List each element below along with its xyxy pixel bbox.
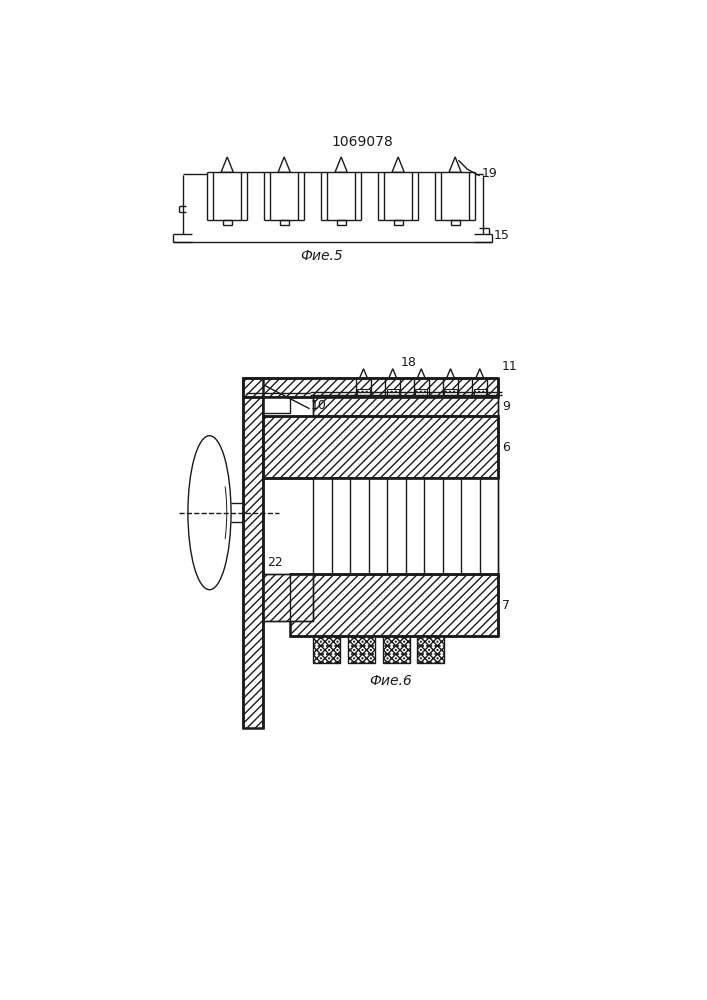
Bar: [394, 220, 403, 225]
Text: 19: 19: [481, 167, 497, 180]
Bar: [291, 574, 498, 636]
Bar: [243, 378, 264, 728]
Text: 15: 15: [493, 229, 510, 242]
Text: 11: 11: [502, 360, 518, 373]
Bar: [348, 636, 375, 663]
Bar: [417, 636, 444, 663]
Bar: [348, 636, 375, 663]
Text: 7: 7: [502, 599, 510, 612]
Bar: [223, 220, 232, 225]
Polygon shape: [360, 369, 368, 378]
Bar: [337, 220, 346, 225]
Polygon shape: [476, 369, 484, 378]
Bar: [264, 416, 498, 478]
Text: 18: 18: [400, 356, 416, 369]
Polygon shape: [389, 369, 397, 378]
Bar: [444, 389, 457, 395]
Bar: [357, 389, 370, 395]
Polygon shape: [278, 157, 291, 172]
Text: 6: 6: [502, 441, 510, 454]
Bar: [313, 636, 340, 663]
Bar: [264, 574, 313, 620]
Bar: [313, 478, 498, 574]
Polygon shape: [417, 369, 425, 378]
Polygon shape: [449, 157, 461, 172]
Text: Фие.6: Фие.6: [369, 674, 411, 688]
Text: Фие.5: Фие.5: [300, 249, 342, 263]
Bar: [264, 397, 291, 413]
Bar: [382, 636, 409, 663]
Text: 10: 10: [311, 399, 327, 412]
Polygon shape: [392, 157, 404, 172]
Ellipse shape: [188, 436, 231, 590]
Polygon shape: [221, 157, 233, 172]
Polygon shape: [447, 369, 455, 378]
Text: 22: 22: [267, 556, 283, 569]
Bar: [243, 378, 498, 397]
Polygon shape: [335, 157, 347, 172]
Bar: [313, 636, 340, 663]
Text: 9: 9: [502, 400, 510, 413]
Bar: [382, 636, 409, 663]
Bar: [279, 220, 288, 225]
Bar: [313, 397, 498, 416]
Bar: [474, 389, 486, 395]
Bar: [415, 389, 428, 395]
Bar: [387, 389, 399, 395]
Bar: [450, 220, 460, 225]
Text: 1069078: 1069078: [331, 135, 393, 149]
Bar: [417, 636, 444, 663]
